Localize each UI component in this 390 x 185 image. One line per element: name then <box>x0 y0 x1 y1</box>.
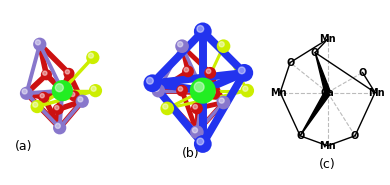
Text: O: O <box>358 68 367 78</box>
Circle shape <box>76 95 89 108</box>
Circle shape <box>160 102 174 115</box>
Circle shape <box>204 67 216 79</box>
Circle shape <box>194 135 212 153</box>
Circle shape <box>178 87 183 91</box>
Circle shape <box>144 74 161 92</box>
Circle shape <box>243 86 248 91</box>
Circle shape <box>64 68 74 79</box>
Circle shape <box>194 23 212 40</box>
Circle shape <box>152 84 165 97</box>
Circle shape <box>219 42 224 47</box>
Circle shape <box>33 38 46 51</box>
Text: Mn: Mn <box>368 88 385 97</box>
Circle shape <box>182 65 194 77</box>
Text: Mn: Mn <box>319 141 336 151</box>
Circle shape <box>190 125 204 139</box>
Text: (b): (b) <box>182 147 200 160</box>
Text: Mn: Mn <box>271 88 287 97</box>
Circle shape <box>177 42 183 47</box>
Circle shape <box>193 105 197 109</box>
Circle shape <box>219 98 224 103</box>
Circle shape <box>217 39 230 53</box>
Circle shape <box>206 69 211 73</box>
Circle shape <box>20 87 33 100</box>
Circle shape <box>53 104 64 115</box>
Circle shape <box>194 82 204 92</box>
Circle shape <box>175 39 189 53</box>
Polygon shape <box>300 90 330 136</box>
Text: (c): (c) <box>319 158 336 171</box>
Circle shape <box>91 86 96 91</box>
Circle shape <box>241 84 254 97</box>
Circle shape <box>89 53 94 58</box>
Circle shape <box>55 123 60 128</box>
Circle shape <box>190 78 216 104</box>
Circle shape <box>65 70 69 74</box>
Circle shape <box>217 96 230 109</box>
Circle shape <box>238 67 245 74</box>
Text: O: O <box>296 131 304 141</box>
Circle shape <box>55 105 59 110</box>
Circle shape <box>40 94 44 98</box>
Circle shape <box>86 51 99 64</box>
Circle shape <box>69 90 80 102</box>
Circle shape <box>52 80 73 101</box>
Circle shape <box>197 26 204 32</box>
Polygon shape <box>315 53 330 94</box>
Circle shape <box>55 84 64 92</box>
Circle shape <box>35 40 41 45</box>
Circle shape <box>191 102 203 114</box>
Circle shape <box>154 86 159 91</box>
Circle shape <box>209 88 221 100</box>
Circle shape <box>33 102 38 107</box>
Circle shape <box>53 121 66 134</box>
Circle shape <box>184 68 189 72</box>
Circle shape <box>192 128 198 133</box>
Circle shape <box>30 100 44 113</box>
Text: Mn: Mn <box>319 34 336 44</box>
Circle shape <box>147 77 153 84</box>
Text: O: O <box>311 48 319 58</box>
Circle shape <box>41 69 52 80</box>
Text: O: O <box>351 131 359 141</box>
Circle shape <box>236 64 253 82</box>
Circle shape <box>89 84 102 97</box>
Text: O: O <box>286 58 294 68</box>
Text: Ca: Ca <box>321 88 335 97</box>
Circle shape <box>38 92 49 103</box>
Text: (a): (a) <box>15 140 33 153</box>
Circle shape <box>197 138 204 145</box>
Circle shape <box>176 85 188 97</box>
Circle shape <box>22 89 27 94</box>
Circle shape <box>163 104 168 109</box>
Circle shape <box>78 97 83 102</box>
Circle shape <box>43 71 47 75</box>
Circle shape <box>71 92 75 97</box>
Circle shape <box>211 90 215 94</box>
